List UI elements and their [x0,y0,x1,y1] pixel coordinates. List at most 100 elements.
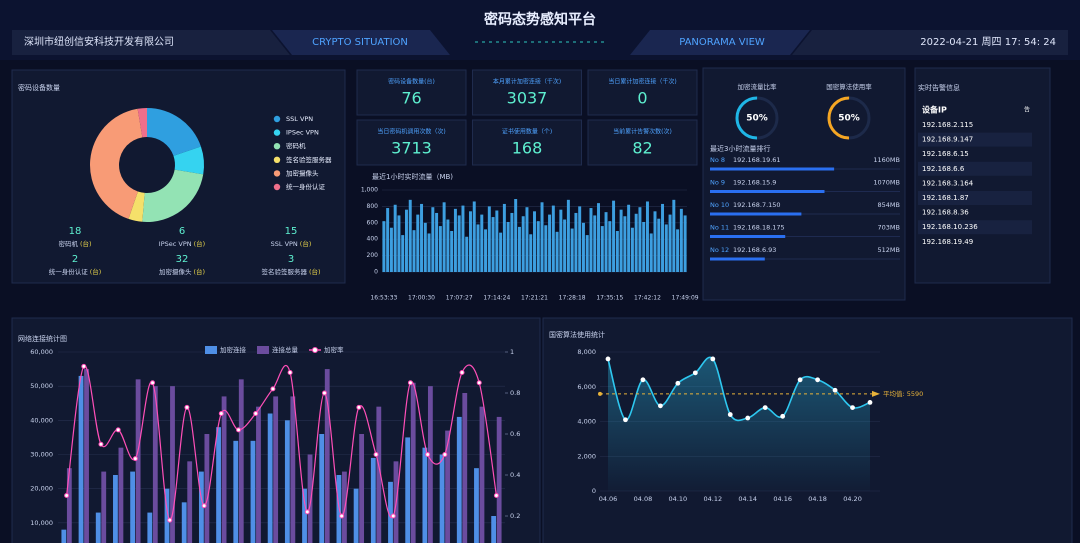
bar [495,210,499,272]
x-tick-label: 04.12 [703,495,722,503]
kpi-value: 0 [637,89,647,108]
bar [581,222,585,272]
rate-name: 国密算法使用率 [826,82,872,91]
pie-slice [173,146,205,175]
bar [456,416,462,543]
rank-value: 703MB [878,224,900,232]
y-tick-label: 6,000 [577,383,596,391]
device-label: 密码机 (台) [58,239,91,248]
device-label: SSL VPN (台) [271,239,312,248]
rate-point [167,517,173,523]
bar [181,502,187,543]
rate-panel [702,67,906,301]
header-tab[interactable] [630,30,810,55]
legend-label: 加密率 [324,345,344,354]
tab-label[interactable]: PANORAMA VIEW [679,37,765,48]
rank: No 10 [710,201,729,209]
company: 深圳市纽创信安科技开发有限公司 [24,35,174,48]
device-name: 签名验签服务器 [261,267,307,276]
bar [484,229,488,272]
rate-point [184,404,190,410]
y-tick-label: 50,000 [30,382,53,390]
bar [679,208,683,272]
bar [536,221,540,272]
legend-swatch [273,156,281,163]
bar [642,221,646,272]
rank-value: 1160MB [873,156,900,164]
bar [435,212,439,272]
bar [608,221,612,272]
bar [465,236,469,272]
usage-point [797,377,803,383]
bar [476,224,480,272]
y2-tick-label: 0.2 [510,512,520,520]
bar [393,204,397,272]
rank-bar [710,235,786,238]
rate-point [201,503,207,509]
device-label: 统一身份认证 (台) [49,267,102,276]
bar [388,481,393,543]
y-tick-label: 30,000 [30,451,53,459]
rate-point [476,380,482,386]
kpi-value: 76 [401,89,421,108]
bar [290,396,296,543]
bar [525,207,529,272]
rate-value: 50% [838,114,860,124]
tab-label[interactable]: CRYPTO SITUATION [312,37,408,48]
usage-point [605,356,611,362]
bar [416,214,420,272]
y-tick-label: 0 [374,269,378,276]
bar [135,379,141,543]
bar [152,386,158,543]
bar [401,235,405,272]
device-count: 6 [179,226,185,237]
bar [238,379,244,543]
bar [204,434,210,543]
x-tick-label: 04.08 [634,495,653,503]
x-tick-label: 04.06 [599,495,618,503]
y-tick-label: 200 [367,252,379,259]
bar [233,440,239,543]
bar [147,512,153,543]
device-name: SSL VPN [271,240,298,248]
alert-ip: 192.168.2.115 [922,121,973,129]
average-start [598,391,602,396]
row-bg [918,220,1032,235]
bar [422,447,428,543]
bar [559,209,563,272]
bar [442,202,446,272]
bar [623,216,627,272]
legend-label: SSL VPN [286,115,313,123]
legend-swatch [273,143,281,150]
x-tick-label: 17:21:21 [521,295,548,302]
rate-point [407,380,413,386]
kpi-label: 密码设备数量(台) [388,78,435,86]
rank-value: 1070MB [873,179,900,187]
bar [382,221,386,272]
bar [645,201,649,272]
bar [273,396,279,543]
pie-slice [147,108,201,156]
usage-line [607,356,871,422]
ring-arc [827,96,871,140]
legend-label: 加密摄像头 [286,168,319,177]
rank-value: 854MB [878,201,900,209]
x-tick-label: 17:14:24 [483,295,510,302]
bar [170,386,175,543]
kpi-label: 本月累计加密连接（千次) [493,78,561,86]
rate-point [236,427,242,433]
bar [514,199,518,272]
bar [420,203,424,272]
bar [683,215,687,272]
usage-point [727,412,733,417]
chart-title: 最近1小时实时流量（MB) [372,172,453,181]
bar [668,214,672,272]
header-tab[interactable] [272,30,450,55]
bar [461,205,465,272]
y-tick-label: 0 [592,487,596,495]
average-label: 平均值: 5590 [883,389,923,398]
rank-bar [710,190,825,193]
bar [130,471,136,543]
rate-point [390,513,396,519]
